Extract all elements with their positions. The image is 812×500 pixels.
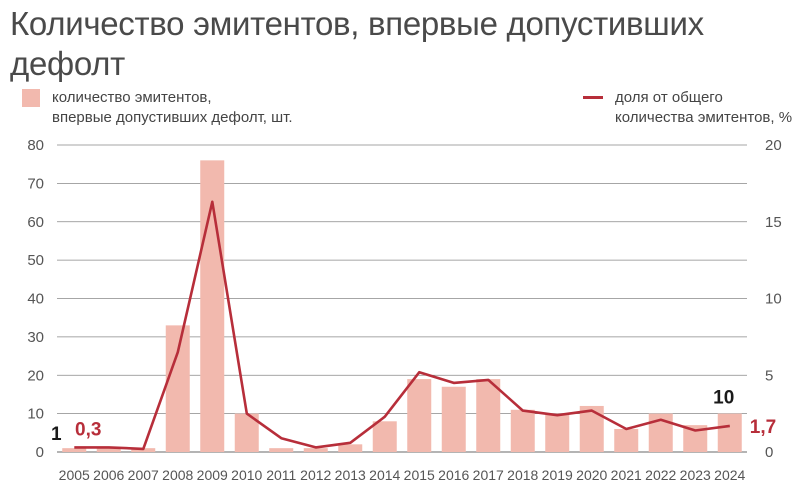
bar bbox=[303, 448, 328, 452]
data-annotation: 1,7 bbox=[750, 417, 776, 438]
legend-bar-label-line1: количество эмитентов, bbox=[52, 89, 212, 106]
chart-title: Количество эмитентов, впервые допустивши… bbox=[10, 5, 704, 82]
x-tick-label: 2015 bbox=[404, 467, 435, 483]
bar bbox=[338, 444, 363, 452]
x-tick-label: 2011 bbox=[266, 467, 296, 483]
legend-bar-swatch bbox=[22, 89, 40, 107]
x-tick-label: 2019 bbox=[542, 467, 573, 483]
legend-bars: количество эмитентов, впервые допустивши… bbox=[22, 88, 293, 128]
legend-line-label-line2: количества эмитентов, % bbox=[615, 109, 793, 126]
legend-line-label: доля от общего количества эмитентов, % bbox=[615, 88, 792, 128]
bar bbox=[545, 413, 570, 452]
x-tick-label: 2017 bbox=[473, 467, 504, 483]
x-tick-label: 2024 bbox=[714, 467, 745, 483]
x-tick-label: 2009 bbox=[197, 467, 228, 483]
right-tick-label: 5 bbox=[765, 367, 773, 384]
left-tick-label: 50 bbox=[27, 252, 44, 269]
legend-line-swatch bbox=[583, 96, 603, 99]
legend-bar-label: количество эмитентов, впервые допустивши… bbox=[52, 88, 293, 128]
x-tick-label: 2014 bbox=[369, 467, 400, 483]
right-tick-label: 0 bbox=[765, 444, 773, 461]
bar bbox=[372, 421, 397, 452]
x-tick-label: 2023 bbox=[680, 467, 711, 483]
x-tick-label: 2005 bbox=[59, 467, 90, 483]
x-tick-label: 2022 bbox=[645, 467, 676, 483]
left-tick-label: 40 bbox=[27, 291, 44, 308]
bar bbox=[407, 379, 432, 452]
left-tick-label: 70 bbox=[27, 175, 44, 192]
left-tick-label: 60 bbox=[27, 214, 44, 231]
x-tick-label: 2012 bbox=[300, 467, 331, 483]
line-series bbox=[74, 200, 730, 451]
left-tick-label: 30 bbox=[27, 329, 44, 346]
bar bbox=[96, 448, 121, 452]
right-tick-label: 10 bbox=[765, 291, 782, 308]
bar bbox=[717, 413, 742, 452]
bar bbox=[614, 428, 639, 452]
right-tick-label: 20 bbox=[765, 137, 782, 154]
left-tick-label: 80 bbox=[27, 137, 44, 154]
left-tick-label: 0 bbox=[36, 444, 44, 461]
x-tick-label: 2007 bbox=[128, 467, 159, 483]
bar bbox=[510, 409, 535, 452]
bar bbox=[62, 448, 87, 452]
right-tick-label: 15 bbox=[765, 214, 782, 231]
data-annotation: 1 bbox=[51, 424, 62, 445]
x-tick-label: 2006 bbox=[93, 467, 124, 483]
legend-line-label-line1: доля от общего bbox=[615, 89, 723, 106]
x-tick-label: 2021 bbox=[611, 467, 642, 483]
x-tick-label: 2010 bbox=[231, 467, 262, 483]
x-tick-label: 2013 bbox=[335, 467, 366, 483]
data-annotation: 0,3 bbox=[75, 419, 101, 440]
bar bbox=[441, 386, 466, 452]
left-tick-label: 20 bbox=[27, 367, 44, 384]
x-tick-label: 2020 bbox=[576, 467, 607, 483]
data-annotation: 10 bbox=[713, 388, 734, 409]
x-tick-label: 2008 bbox=[162, 467, 193, 483]
legend-line: доля от общего количества эмитентов, % bbox=[583, 88, 792, 128]
bar bbox=[269, 448, 294, 452]
x-tick-label: 2018 bbox=[507, 467, 538, 483]
left-tick-label: 10 bbox=[27, 406, 44, 423]
x-tick-label: 2016 bbox=[438, 467, 469, 483]
legend-bar-label-line2: впервые допустивших дефолт, шт. bbox=[52, 109, 293, 126]
bar bbox=[165, 325, 190, 452]
bar bbox=[476, 379, 501, 452]
